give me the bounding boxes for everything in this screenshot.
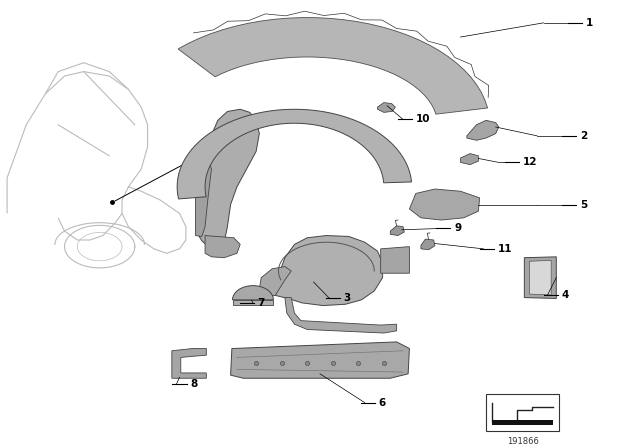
Polygon shape [524, 257, 556, 298]
Polygon shape [205, 236, 240, 258]
Text: 10: 10 [416, 114, 430, 125]
Text: 3: 3 [344, 293, 351, 303]
Polygon shape [461, 154, 478, 165]
Polygon shape [178, 17, 488, 114]
Text: 4: 4 [561, 290, 569, 300]
Wedge shape [232, 286, 273, 300]
Text: 1: 1 [586, 18, 593, 28]
Polygon shape [529, 260, 551, 295]
Text: 6: 6 [379, 398, 386, 408]
Polygon shape [259, 267, 291, 297]
Bar [492, 420, 553, 425]
Polygon shape [381, 247, 410, 273]
Bar [486, 394, 559, 431]
Polygon shape [410, 189, 479, 220]
Polygon shape [232, 300, 273, 305]
Text: 7: 7 [257, 298, 265, 308]
Polygon shape [421, 239, 435, 250]
Polygon shape [230, 342, 410, 378]
Text: 12: 12 [522, 157, 537, 168]
Text: 8: 8 [190, 379, 198, 389]
Text: 2: 2 [580, 131, 587, 141]
Text: 9: 9 [454, 224, 461, 233]
Polygon shape [198, 109, 259, 249]
Polygon shape [177, 109, 412, 199]
Polygon shape [285, 297, 397, 333]
Polygon shape [195, 156, 211, 237]
Polygon shape [172, 349, 206, 378]
Text: 191866: 191866 [507, 437, 539, 446]
Polygon shape [275, 236, 383, 306]
Text: 5: 5 [580, 199, 587, 210]
Polygon shape [390, 226, 404, 236]
Polygon shape [467, 121, 499, 140]
Polygon shape [378, 103, 396, 112]
Text: 11: 11 [497, 244, 512, 254]
